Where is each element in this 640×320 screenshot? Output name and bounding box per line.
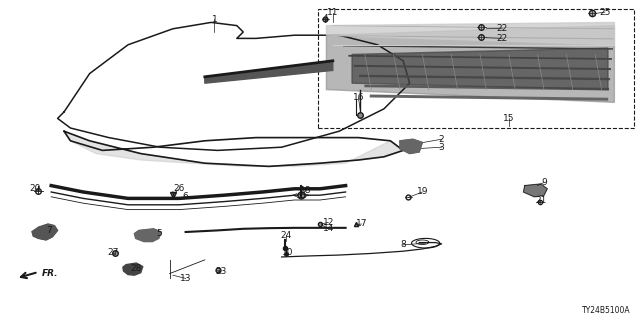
Text: 3: 3 xyxy=(439,143,444,152)
Text: 15: 15 xyxy=(503,114,515,123)
Text: 18: 18 xyxy=(300,186,312,195)
Text: FR.: FR. xyxy=(42,269,58,278)
Text: 16: 16 xyxy=(353,93,364,102)
Text: 27: 27 xyxy=(108,248,119,257)
Text: 12: 12 xyxy=(323,218,334,227)
Text: 28: 28 xyxy=(131,264,142,273)
Polygon shape xyxy=(123,263,143,275)
Polygon shape xyxy=(32,224,58,240)
Text: 26: 26 xyxy=(173,184,185,193)
Text: 14: 14 xyxy=(323,224,334,233)
Polygon shape xyxy=(326,22,614,45)
Polygon shape xyxy=(326,26,614,102)
Text: 6: 6 xyxy=(183,192,188,201)
Text: 17: 17 xyxy=(356,220,367,228)
Text: 19: 19 xyxy=(417,188,428,196)
Polygon shape xyxy=(134,229,161,242)
Polygon shape xyxy=(524,184,547,197)
Text: 13: 13 xyxy=(180,274,191,283)
Text: 7: 7 xyxy=(47,226,52,235)
Text: 2: 2 xyxy=(439,135,444,144)
Text: 25: 25 xyxy=(599,8,611,17)
Polygon shape xyxy=(64,131,403,166)
Text: 20: 20 xyxy=(29,184,41,193)
Text: 10: 10 xyxy=(282,248,294,257)
Text: 24: 24 xyxy=(280,231,292,240)
Text: 22: 22 xyxy=(497,24,508,33)
Polygon shape xyxy=(400,139,422,154)
Polygon shape xyxy=(205,61,333,83)
Text: 9: 9 xyxy=(541,178,547,187)
Text: 4: 4 xyxy=(323,14,328,23)
Bar xyxy=(318,9,634,128)
Text: 23: 23 xyxy=(215,268,227,276)
Text: TY24B5100A: TY24B5100A xyxy=(582,306,630,315)
Polygon shape xyxy=(352,48,608,90)
Text: 21: 21 xyxy=(535,196,547,204)
Text: 22: 22 xyxy=(497,34,508,43)
Text: 11: 11 xyxy=(327,8,339,17)
Text: 1: 1 xyxy=(212,15,217,24)
Text: 8: 8 xyxy=(401,240,406,249)
Text: 5: 5 xyxy=(156,229,161,238)
